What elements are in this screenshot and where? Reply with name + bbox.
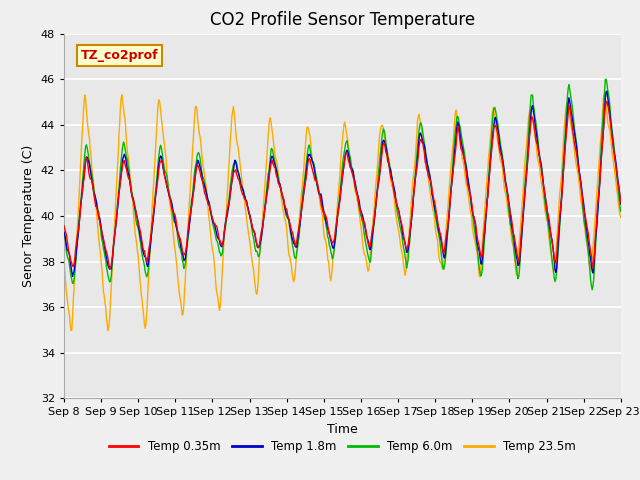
X-axis label: Time: Time	[327, 423, 358, 436]
Y-axis label: Senor Temperature (C): Senor Temperature (C)	[22, 145, 35, 287]
Text: TZ_co2prof: TZ_co2prof	[81, 49, 158, 62]
Title: CO2 Profile Sensor Temperature: CO2 Profile Sensor Temperature	[210, 11, 475, 29]
Legend: Temp 0.35m, Temp 1.8m, Temp 6.0m, Temp 23.5m: Temp 0.35m, Temp 1.8m, Temp 6.0m, Temp 2…	[104, 436, 581, 458]
